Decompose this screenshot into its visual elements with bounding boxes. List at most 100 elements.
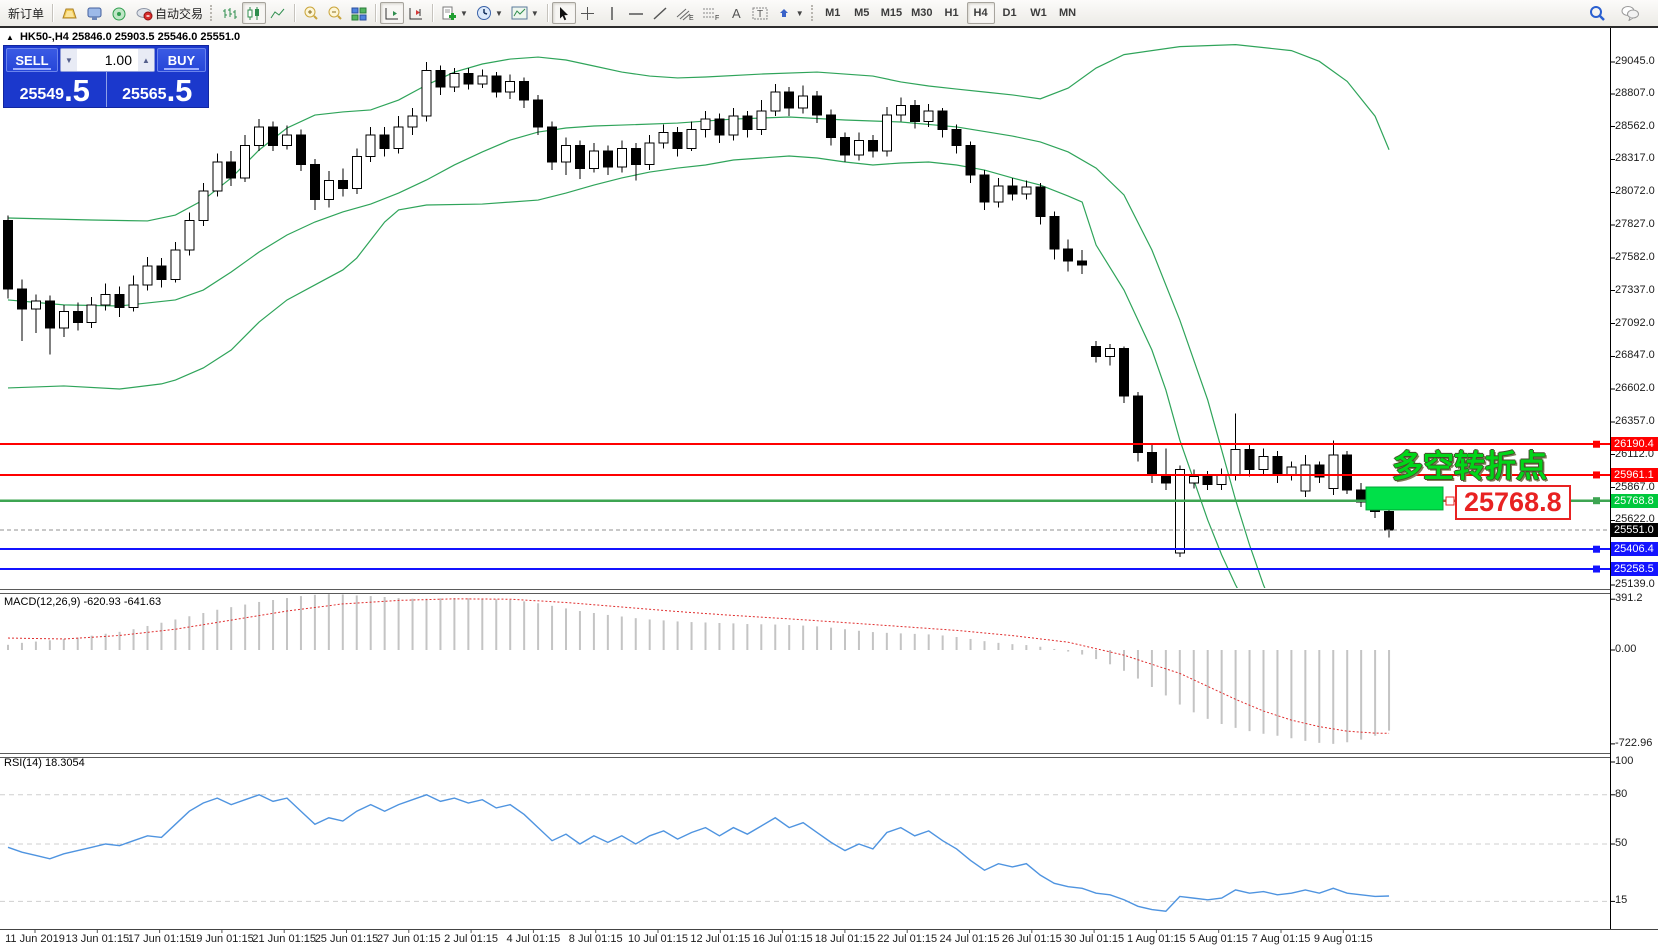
timeframe-button-M5[interactable]: M5: [854, 7, 870, 19]
candle-body: [1174, 469, 1185, 554]
candle-body: [156, 265, 167, 281]
candlestick-chart-icon[interactable]: [242, 2, 267, 24]
time-axis-label: 18 Jul 01:15: [814, 933, 875, 945]
timeframe-button-M1[interactable]: M1: [825, 7, 841, 19]
text-label-tool[interactable]: T: [748, 2, 773, 24]
candle-body: [1146, 451, 1157, 476]
templates-button[interactable]: ▼: [507, 2, 543, 24]
price-axis-tick: 25867.0: [1615, 480, 1655, 493]
crosshair-tool[interactable]: [576, 2, 600, 24]
candle-body: [337, 180, 348, 190]
hline-anchor-marker[interactable]: [1593, 565, 1600, 573]
candle-body: [1272, 455, 1283, 476]
price-axis-line: [1610, 28, 1611, 929]
horizontal-line-tool[interactable]: [624, 2, 648, 24]
time-axis-label: 24 Jul 01:15: [939, 933, 1000, 945]
bar-chart-icon[interactable]: [218, 2, 242, 24]
cursor-tool[interactable]: [551, 2, 576, 24]
hline-anchor-marker[interactable]: [1593, 545, 1600, 553]
time-axis-label: 21 Jun 01:15: [252, 933, 316, 945]
time-axis-label: 12 Jul 01:15: [690, 933, 751, 945]
hline-anchor-marker[interactable]: [1593, 471, 1600, 479]
candle-body: [881, 114, 892, 152]
macd-axis-tick: 391.2: [1615, 592, 1643, 605]
candle-body: [184, 220, 195, 251]
bollinger-middle-band: [7, 116, 1266, 588]
candle-body: [268, 126, 279, 147]
hline-anchor-marker[interactable]: [1593, 497, 1600, 505]
candle-body: [1007, 185, 1018, 195]
candle-body: [3, 220, 13, 290]
price-axis-tick: 27337.0: [1615, 283, 1655, 296]
signal-icon[interactable]: [107, 2, 132, 24]
trendline-icon: [653, 6, 667, 20]
axis-arrow-icon: [385, 7, 399, 19]
trendline-tool[interactable]: [648, 2, 672, 24]
broadcast-icon: [112, 7, 126, 20]
search-button[interactable]: [1585, 2, 1610, 24]
timeframe-button-H1[interactable]: H1: [944, 7, 959, 19]
candle-body: [142, 265, 153, 286]
tag-anchor-marker[interactable]: [1445, 496, 1455, 506]
zoom-out-icon[interactable]: [323, 2, 347, 24]
new-order-label: 新订单: [8, 6, 45, 21]
fibonacci-tool[interactable]: F: [698, 2, 724, 24]
candle-body: [463, 72, 474, 85]
chat-button[interactable]: [1616, 2, 1644, 24]
volume-increase-button[interactable]: ▲: [138, 49, 154, 71]
symbol-triangle-icon: ▲: [6, 33, 14, 42]
auto-scroll-icon[interactable]: [380, 2, 405, 24]
candle-body: [379, 134, 390, 149]
candle-body: [477, 75, 488, 85]
time-axis-label: 4 Jul 01:15: [506, 933, 561, 945]
new-order-button[interactable]: 新订单: [4, 2, 48, 24]
horizontal-line-icon: [628, 12, 643, 15]
candle-body: [867, 139, 878, 152]
candle-body: [1342, 454, 1353, 491]
chart-window-icon[interactable]: [57, 2, 82, 24]
indicators-add-button[interactable]: ▼: [437, 2, 472, 24]
candle-body: [1258, 455, 1269, 471]
text-tool[interactable]: A: [724, 2, 748, 24]
candle-body: [630, 147, 641, 165]
line-chart-icon[interactable]: [266, 2, 290, 24]
hline-anchor-marker[interactable]: [1593, 440, 1600, 448]
tile-windows-icon[interactable]: [347, 2, 371, 24]
time-axis-label: 2 Jul 01:15: [444, 933, 498, 945]
sell-price: 25549.5: [4, 72, 106, 107]
candle-body: [602, 150, 613, 168]
vertical-line-tool[interactable]: [600, 2, 624, 24]
chart-shift-icon[interactable]: [404, 2, 428, 24]
arrows-tool[interactable]: ▼: [773, 2, 808, 24]
zoom-in-icon[interactable]: [299, 2, 323, 24]
candle-body: [909, 105, 920, 123]
volume-decrease-button[interactable]: ▼: [61, 49, 77, 71]
panel-separator-macd[interactable]: [0, 589, 1610, 594]
periods-button[interactable]: ▼: [472, 2, 507, 24]
candle-body: [1216, 474, 1227, 485]
main-toolbar: 新订单 自动交易 ▼ ▼: [0, 0, 1658, 26]
timeframe-button-D1[interactable]: D1: [1002, 7, 1017, 19]
timeframe-button-MN[interactable]: MN: [1058, 7, 1077, 19]
price-axis-tag-25258.5: 25258.5: [1611, 562, 1658, 577]
buy-button[interactable]: BUY: [157, 48, 206, 72]
yellow-chart-icon: [62, 8, 77, 18]
volume-input[interactable]: 1.00: [104, 52, 132, 68]
candle-body: [72, 311, 83, 323]
timeframe-button-M30[interactable]: M30: [911, 7, 933, 19]
timeframe-button-H4[interactable]: H4: [966, 2, 995, 24]
auto-trading-button[interactable]: 自动交易: [132, 2, 207, 24]
rsi-axis-tick: 100: [1615, 755, 1634, 767]
macd-indicator-label: MACD(12,26,9) -620.93 -641.63: [4, 596, 162, 608]
timeframe-button-W1[interactable]: W1: [1030, 7, 1047, 19]
toolbar-separator: [375, 4, 377, 22]
market-watch-icon[interactable]: [82, 2, 107, 24]
panel-separator-rsi[interactable]: [0, 753, 1610, 758]
timeframe-button-M15[interactable]: M15: [880, 7, 903, 19]
highlight-rectangle[interactable]: [1365, 486, 1444, 511]
equidistant-channel-tool[interactable]: E: [672, 2, 698, 24]
candle-body: [282, 134, 292, 147]
price-axis-tick: 29045.0: [1615, 55, 1655, 67]
sell-button[interactable]: SELL: [6, 48, 58, 72]
